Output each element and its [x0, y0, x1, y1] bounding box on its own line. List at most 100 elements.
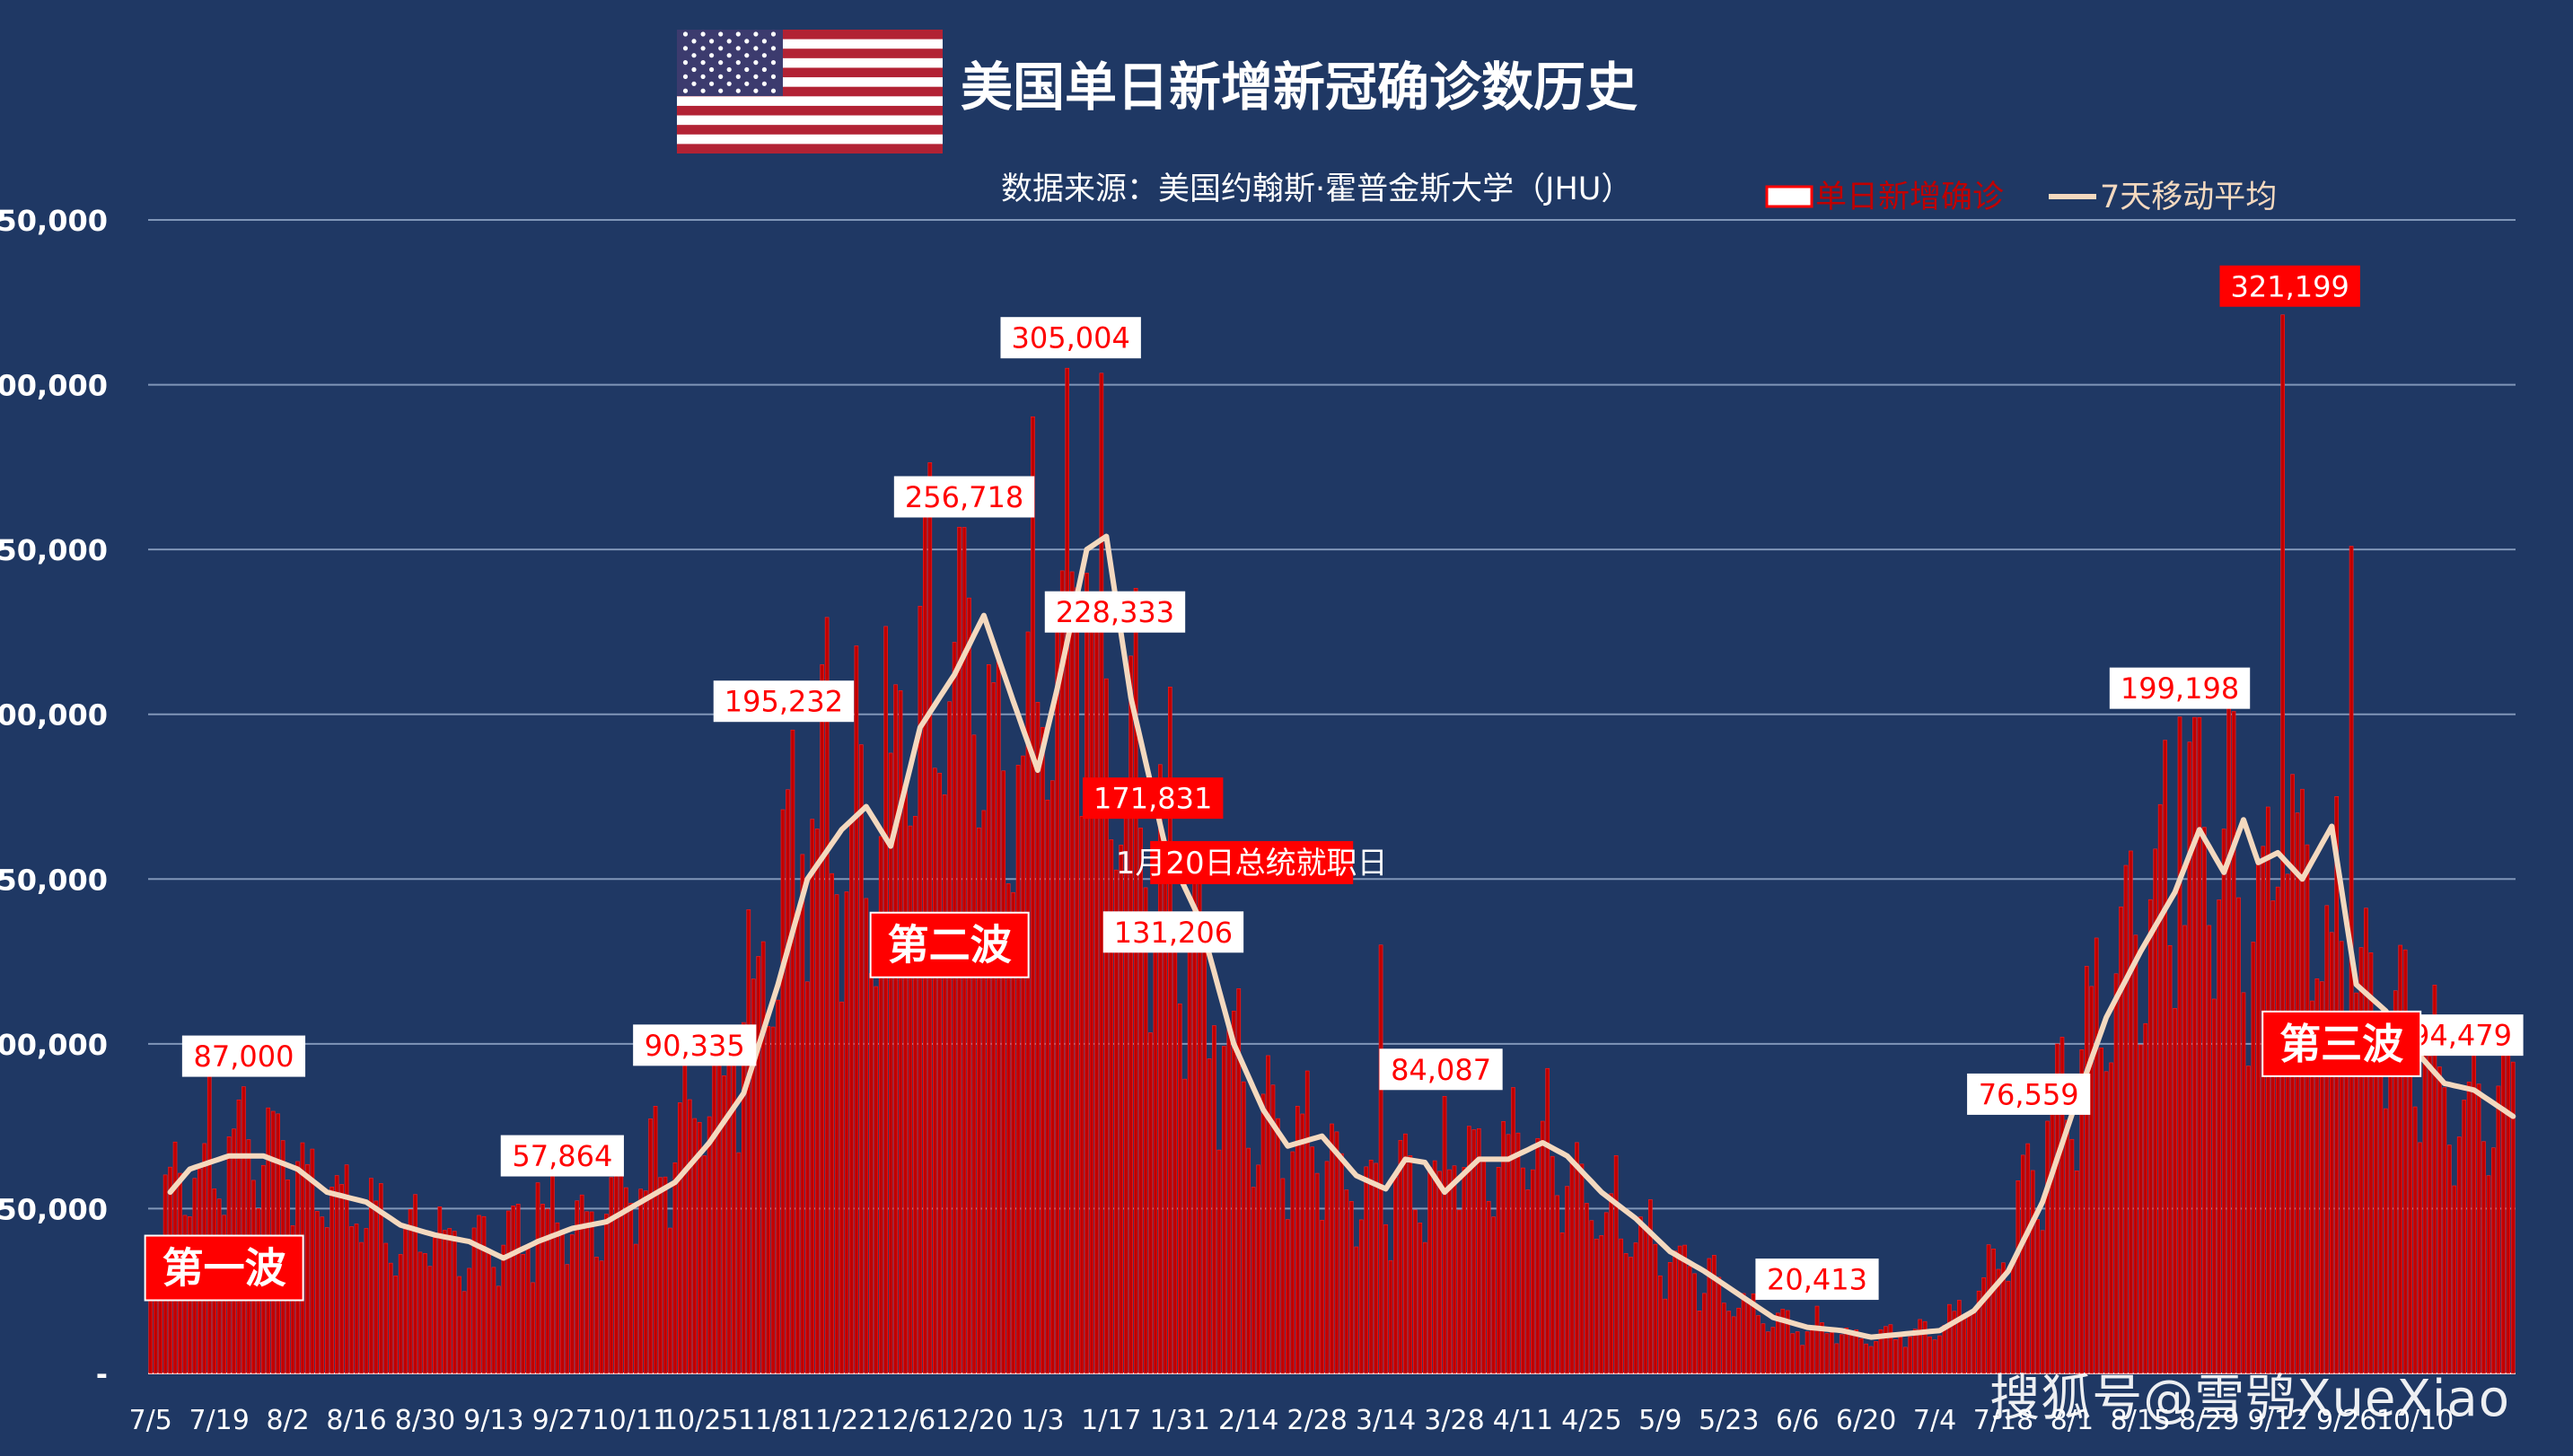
x-tick-label: 8/16: [326, 1405, 386, 1436]
x-tick-label: 11/22: [798, 1405, 875, 1436]
bar: [1025, 631, 1031, 1374]
bar: [2422, 1051, 2428, 1374]
bar: [1276, 1118, 1280, 1374]
bar: [736, 1152, 742, 1374]
bar: [2481, 1141, 2486, 1374]
bar: [398, 1254, 403, 1374]
flag-star: [726, 66, 732, 73]
bar: [369, 1178, 373, 1374]
bar: [722, 1075, 726, 1374]
bar: [1868, 1346, 1874, 1374]
callout-text: 57,864: [512, 1139, 612, 1173]
bar: [1104, 678, 1109, 1374]
bar: [1471, 1129, 1477, 1374]
bar: [2045, 1120, 2050, 1374]
x-tick-label: 11/8: [738, 1405, 798, 1436]
bar: [908, 825, 913, 1374]
bar: [1354, 1246, 1359, 1374]
bar: [2133, 934, 2138, 1374]
bar: [1133, 587, 1138, 1374]
bar: [766, 1026, 770, 1374]
bar: [310, 1148, 315, 1374]
bar: [830, 873, 834, 1374]
callout-label: 90,335: [633, 1024, 757, 1066]
bar: [1858, 1338, 1864, 1374]
bar: [1585, 1203, 1589, 1374]
bar: [633, 1243, 638, 1374]
legend-bar-swatch: [1765, 185, 1813, 208]
bar: [1427, 1167, 1433, 1374]
bar: [1525, 1189, 1531, 1374]
bar: [707, 1116, 712, 1374]
bar: [1182, 1078, 1188, 1374]
bar: [977, 827, 981, 1374]
bar: [2147, 899, 2153, 1374]
callout-box: [1379, 1048, 1503, 1091]
bar: [1902, 1346, 1908, 1374]
y-tick-label: -: [96, 1357, 108, 1391]
bar: [1844, 1328, 1849, 1374]
bar: [1079, 816, 1085, 1374]
callout-text: 171,831: [1093, 782, 1212, 816]
bar: [2099, 1048, 2103, 1374]
bar: [505, 1210, 511, 1374]
bar: [2001, 1262, 2006, 1374]
bar: [2310, 1000, 2314, 1374]
bar: [1075, 587, 1079, 1374]
bar: [2030, 1170, 2035, 1374]
bar: [501, 1244, 506, 1374]
bar: [795, 911, 800, 1374]
x-tick-label: 2/28: [1286, 1405, 1347, 1436]
bar: [2236, 897, 2241, 1374]
bar: [1418, 1222, 1423, 1374]
bar: [1653, 1243, 1658, 1374]
bar: [780, 809, 786, 1374]
bar: [2055, 1043, 2059, 1374]
bar: [967, 597, 971, 1374]
bar: [1609, 1193, 1614, 1374]
flag-star: [700, 74, 706, 79]
bar: [1942, 1325, 1947, 1374]
bar: [2432, 985, 2437, 1374]
bar: [1717, 1276, 1722, 1374]
bar: [1462, 1167, 1467, 1374]
bar: [1001, 770, 1006, 1374]
bar: [1049, 780, 1055, 1374]
bar: [2285, 873, 2290, 1374]
bar: [1231, 1010, 1236, 1374]
bar: [1310, 1146, 1314, 1374]
x-tick-label: 3/28: [1424, 1405, 1484, 1436]
flag-star: [709, 81, 715, 86]
bar: [1884, 1326, 1888, 1374]
callout-text: 195,232: [724, 685, 843, 719]
bar: [241, 1086, 246, 1374]
bar: [1314, 1172, 1320, 1374]
x-tick-label: 6/6: [1776, 1405, 1819, 1436]
flag-star: [726, 53, 732, 58]
bar: [477, 1215, 481, 1374]
bar: [932, 767, 937, 1374]
y-tick-label: 150,000: [0, 863, 108, 897]
bar: [2025, 1143, 2031, 1374]
bar: [1878, 1329, 1884, 1374]
bar: [2462, 1100, 2467, 1374]
bar: [1280, 1178, 1286, 1374]
bar: [1344, 1189, 1349, 1374]
bar: [1251, 1187, 1256, 1374]
bar: [942, 794, 947, 1374]
bar: [1113, 869, 1119, 1374]
bar: [2084, 966, 2089, 1374]
bar: [2428, 1056, 2432, 1374]
callout-label: 131,206: [1102, 911, 1244, 953]
bar: [1069, 571, 1075, 1374]
bar: [1393, 1177, 1398, 1374]
bar: [1854, 1329, 1859, 1374]
bar: [692, 1118, 698, 1374]
watermark: 搜狐号@雪鸮XueXiao: [1989, 1370, 2510, 1428]
bar: [481, 1215, 487, 1374]
callout-label: 171,831: [1082, 777, 1224, 820]
x-tick-label: 7/19: [189, 1405, 249, 1436]
bar: [2011, 1259, 2015, 1374]
bar: [1550, 1155, 1555, 1374]
bar: [1403, 1133, 1408, 1374]
